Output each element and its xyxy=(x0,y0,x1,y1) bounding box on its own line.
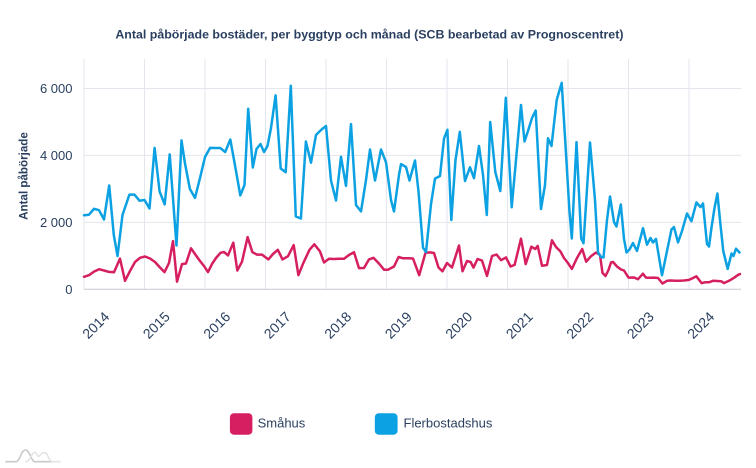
svg-text:Flerbostadshus: Flerbostadshus xyxy=(404,415,493,430)
svg-text:6 000: 6 000 xyxy=(40,81,73,96)
svg-text:Antal påbörjade: Antal påbörjade xyxy=(18,132,31,220)
svg-text:2 000: 2 000 xyxy=(40,215,73,230)
svg-text:Antal påbörjade bostäder, per: Antal påbörjade bostäder, per byggtyp oc… xyxy=(115,28,623,42)
svg-text:Småhus: Småhus xyxy=(258,415,306,430)
svg-text:0: 0 xyxy=(65,282,72,297)
svg-text:4 000: 4 000 xyxy=(40,148,73,163)
